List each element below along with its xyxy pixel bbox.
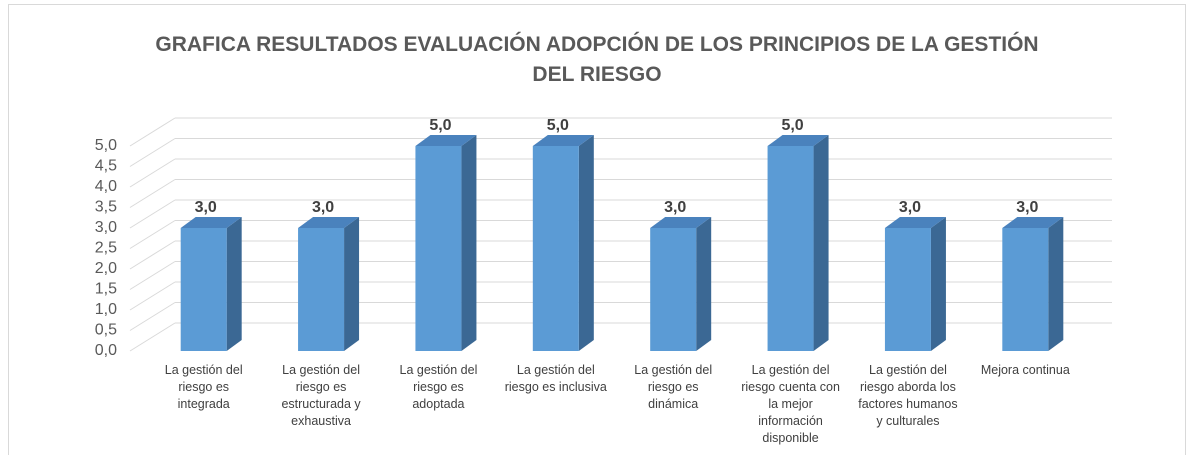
grid-line-side <box>129 322 176 352</box>
y-tick-label: 0,5 <box>95 322 117 339</box>
bar <box>298 228 345 351</box>
x-tick-label: La gestión del riesgo cuenta con la mejo… <box>741 363 840 445</box>
grid-line-side <box>129 117 176 147</box>
x-tick-label: La gestión del riesgo es inclusiva <box>504 363 607 394</box>
grid-line-side <box>129 302 176 331</box>
y-tick-label: 3,5 <box>95 199 117 216</box>
bar-side <box>344 217 360 351</box>
bar-side <box>1048 217 1064 351</box>
bar <box>884 228 931 351</box>
value-label: 3,0 <box>664 199 686 216</box>
bar-top <box>650 217 712 228</box>
bar-top <box>415 135 477 146</box>
bar-side <box>813 135 829 351</box>
bar-top <box>532 135 594 146</box>
bar-top <box>180 217 242 228</box>
value-label: 5,0 <box>781 117 803 134</box>
grid-line-side <box>129 138 176 167</box>
y-tick-label: 1,0 <box>95 301 117 318</box>
x-tick-label: La gestión del riesgo es adoptada <box>399 363 478 411</box>
bar-side <box>578 135 594 351</box>
y-tick-label: 0,0 <box>95 342 117 359</box>
value-label: 3,0 <box>195 199 217 216</box>
x-tick-label: La gestión del riesgo es integrada <box>164 363 243 411</box>
grid-line-side <box>129 261 176 290</box>
x-tick-label: La gestión del riesgo es dinámica <box>634 363 713 411</box>
bar <box>1002 228 1049 351</box>
bar <box>180 228 227 351</box>
bar-side <box>226 217 242 351</box>
y-tick-label: 4,0 <box>95 178 117 195</box>
value-label: 5,0 <box>429 117 451 134</box>
value-label: 3,0 <box>899 199 921 216</box>
chart-frame <box>8 4 1186 455</box>
grid-line-side <box>129 220 176 249</box>
y-tick-label: 2,5 <box>95 240 117 257</box>
bar <box>415 146 462 351</box>
x-tick-label: Mejora continua <box>980 363 1070 377</box>
grid-line-side <box>129 281 176 311</box>
x-tick-label: La gestión del riesgo es estructurada y … <box>281 363 361 428</box>
chart-title: GRAFICA RESULTADOS EVALUACIÓN ADOPCIÓN D… <box>155 33 1039 86</box>
bar-side <box>696 217 712 351</box>
grid-line-side <box>129 179 176 208</box>
y-tick-label: 5,0 <box>95 137 117 154</box>
grid-line-side <box>129 240 176 270</box>
bar <box>767 146 814 351</box>
bar-top <box>767 135 829 146</box>
bar <box>650 228 697 351</box>
bar-top <box>1002 217 1064 228</box>
y-tick-label: 4,5 <box>95 158 117 175</box>
x-tick-label: La gestión del riesgo aborda los factore… <box>858 363 958 428</box>
bar-top <box>298 217 360 228</box>
bar <box>532 146 579 351</box>
value-label: 5,0 <box>547 117 569 134</box>
value-label: 3,0 <box>312 199 334 216</box>
bar-side <box>461 135 477 351</box>
grid-line-side <box>129 158 176 188</box>
y-tick-label: 3,0 <box>95 219 117 236</box>
y-tick-label: 1,5 <box>95 281 117 298</box>
grid-line-side <box>129 199 176 229</box>
bar-side <box>930 217 946 351</box>
y-tick-label: 2,0 <box>95 260 117 277</box>
bar-top <box>884 217 946 228</box>
value-label: 3,0 <box>1016 199 1038 216</box>
